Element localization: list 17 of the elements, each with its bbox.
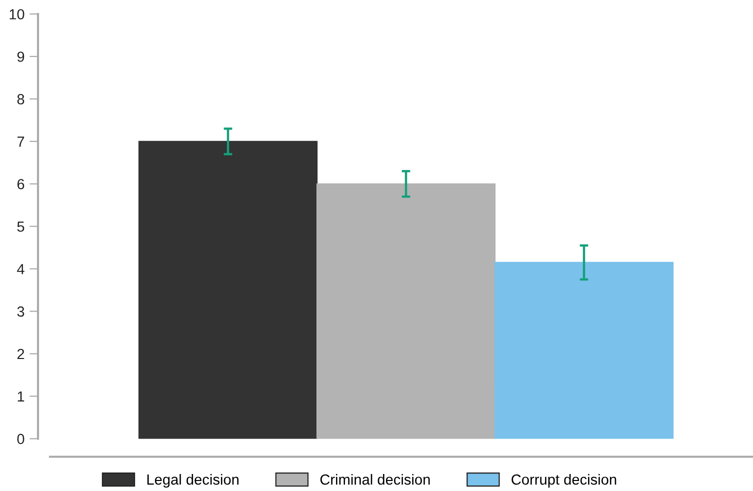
y-tick-label: 5 [17,222,24,232]
y-tick-label: 7 [17,136,24,147]
y-tick-label: 8 [17,94,24,104]
y-tick-label: 6 [17,178,24,190]
y-tick-label: 4 [17,264,24,274]
legend-label: Corrupt decision [512,474,616,488]
legend-label: Legal decision [147,474,238,488]
y-tick-label: 9 [17,52,24,62]
y-tick-label: 3 [17,306,24,317]
legend-label: Criminal decision [320,474,430,485]
y-tick-label: 2 [17,348,24,360]
y-tick-label: 10 [10,9,24,20]
y-tick-label: 1 [18,391,24,402]
bar [494,262,674,439]
bar [316,183,496,439]
bar [138,140,318,439]
y-tick-label: 0 [17,434,24,444]
